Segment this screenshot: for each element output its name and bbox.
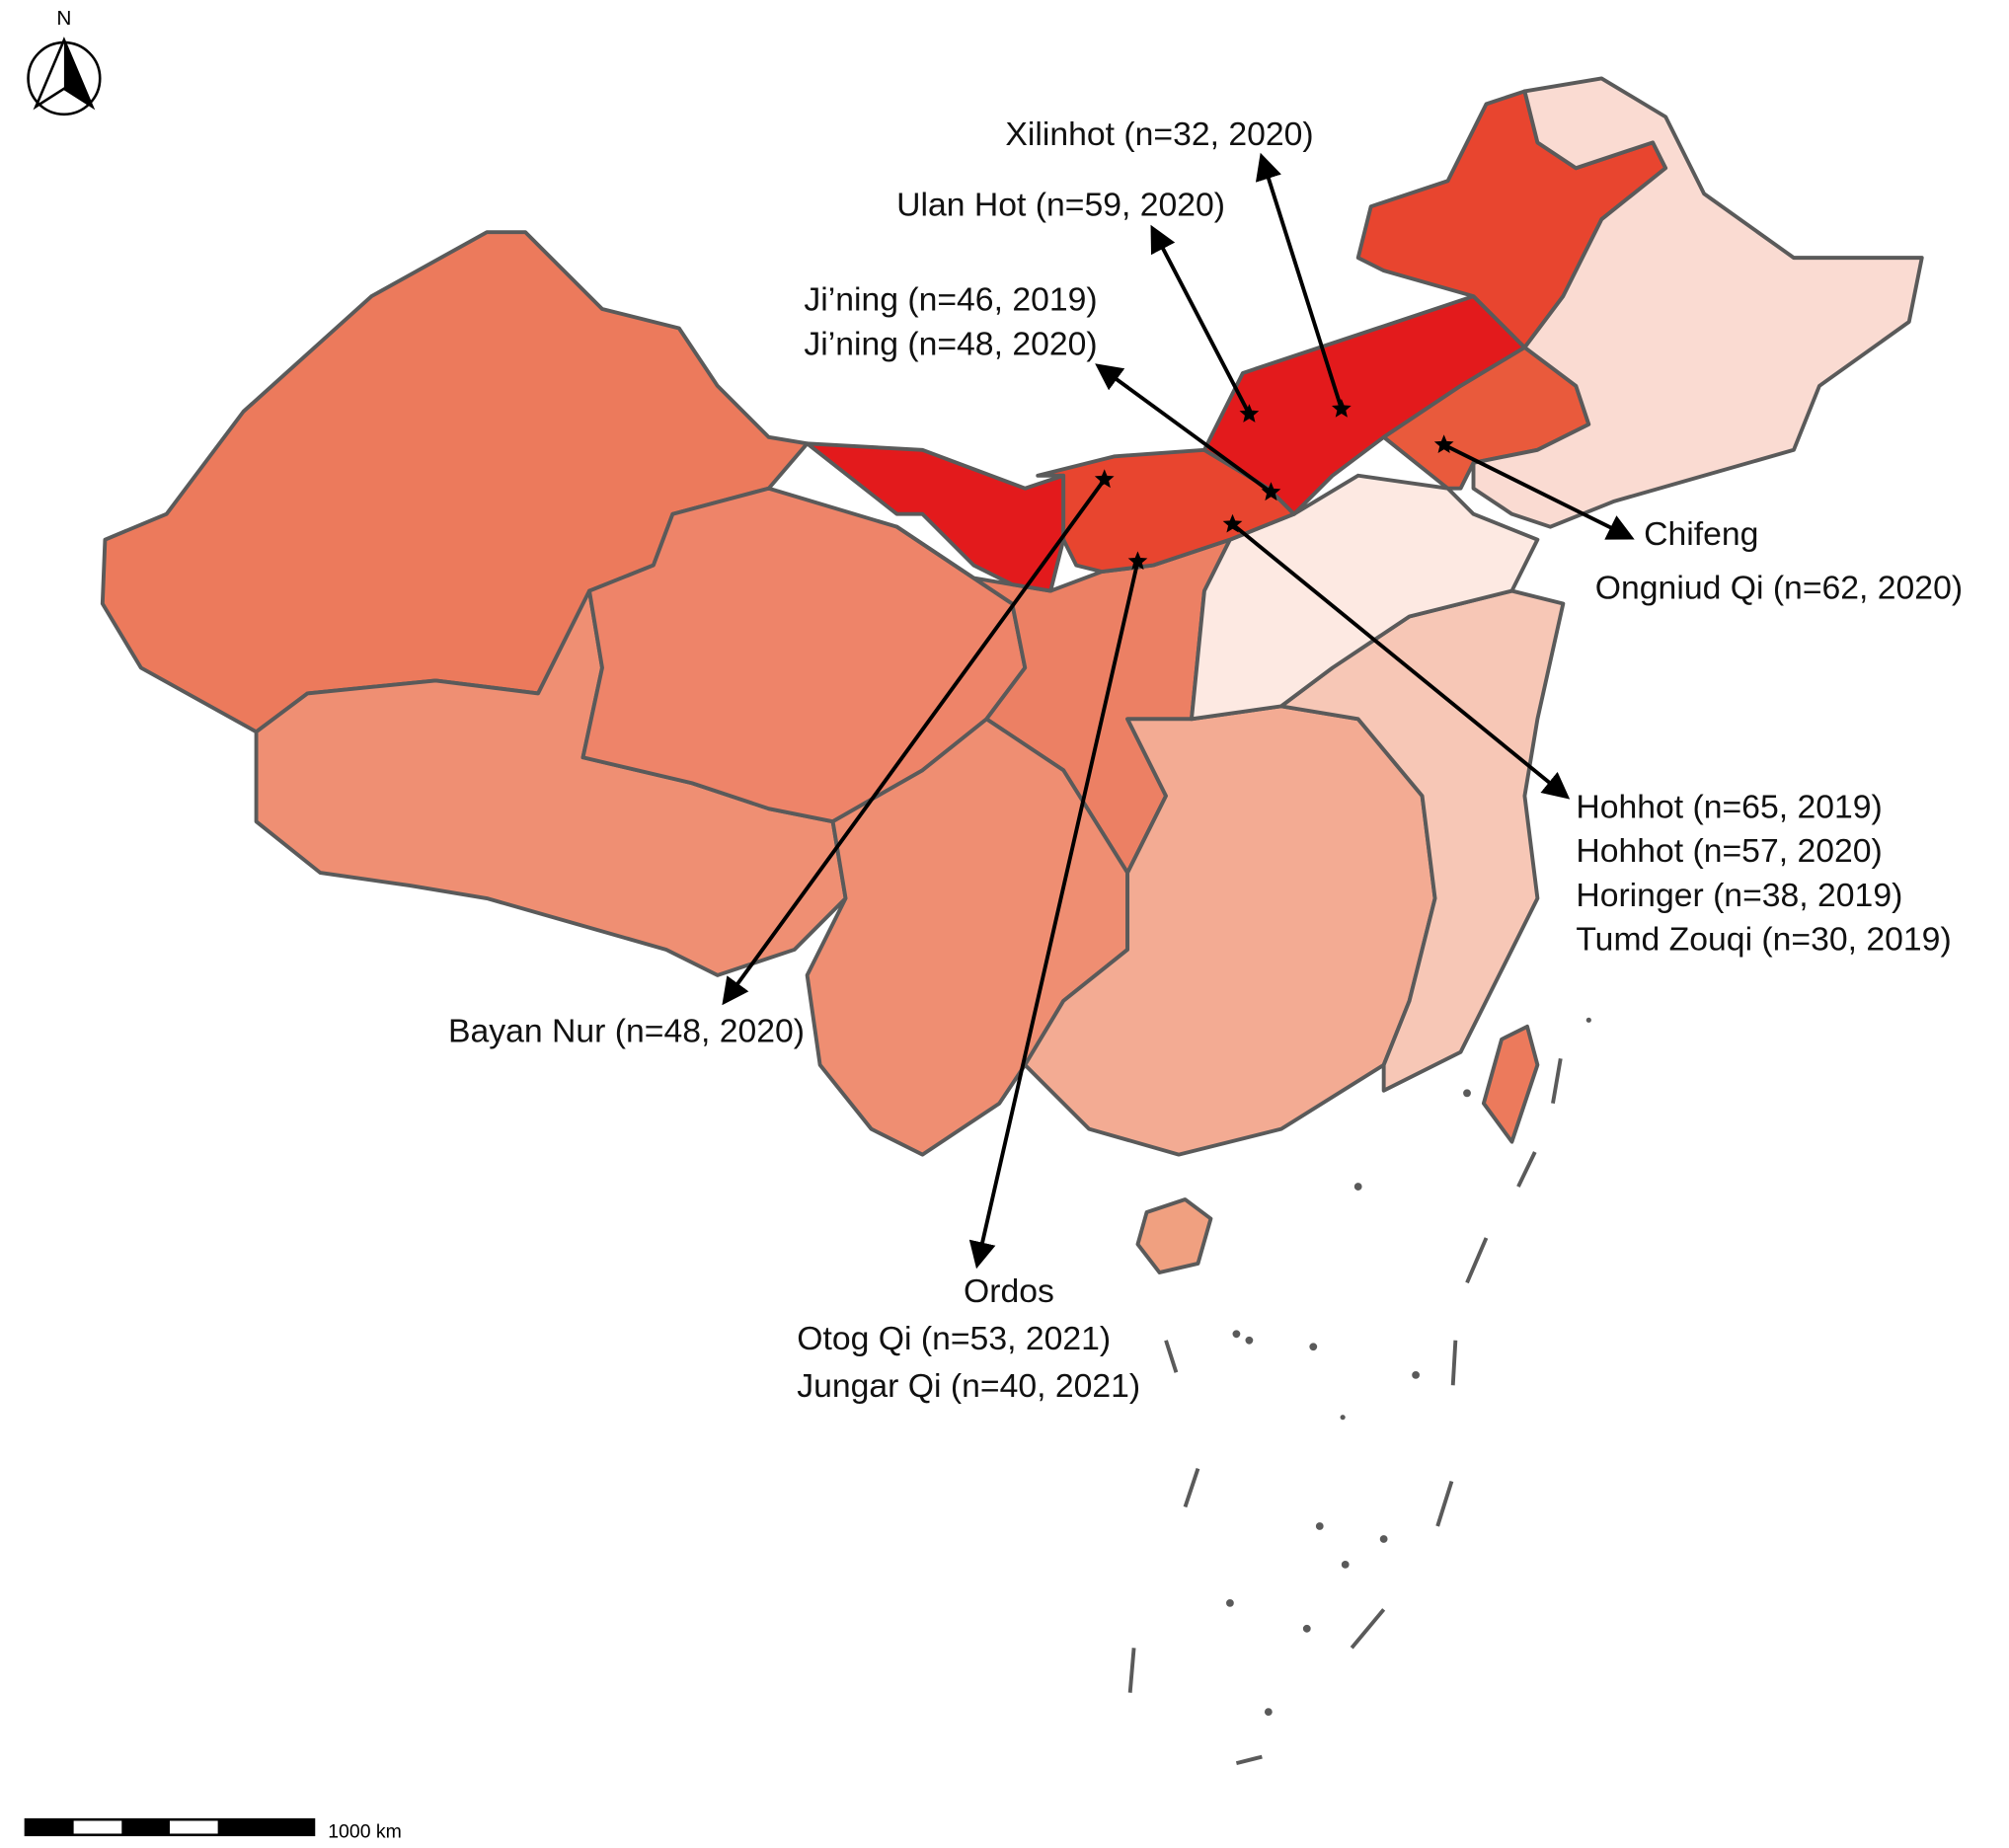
site-label: Bayan Nur (n=48, 2020): [448, 1012, 805, 1049]
site-arrow: [1150, 224, 1252, 416]
site-label: Xilinhot (n=32, 2020): [1005, 116, 1313, 153]
site-star: [1433, 434, 1454, 454]
site-arrow: [1255, 152, 1344, 410]
scale-segment: [121, 1819, 170, 1835]
site-label: Otog Qi (n=53, 2021): [797, 1320, 1111, 1357]
island: [1585, 1017, 1591, 1023]
site: Ulan Hot (n=59, 2020): [896, 186, 1260, 423]
site: Hohhot (n=65, 2019) Hohhot (n=57, 2020) Ho…: [1222, 513, 1952, 959]
site-label: Hohhot (n=57, 2020): [1576, 832, 1882, 870]
site-star: [1239, 404, 1260, 423]
site-arrow: [722, 478, 1107, 1006]
site: Xilinhot (n=32, 2020): [1005, 116, 1352, 418]
scale-segment: [25, 1819, 74, 1835]
site-label: Chifeng: [1644, 515, 1758, 553]
island: [1315, 1522, 1324, 1530]
region: [1471, 76, 1924, 529]
island: [1309, 1343, 1318, 1351]
site-label: Ji’ning (n=46, 2019): [804, 280, 1097, 318]
site: Bayan Nur (n=48, 2020): [448, 469, 1115, 1049]
compass-ring: [27, 40, 102, 116]
site-arrow: [1442, 442, 1635, 540]
site-label: Jungar Qi (n=40, 2021): [797, 1367, 1140, 1405]
scale-bar: 1000 km: [24, 1817, 402, 1842]
island: [1412, 1370, 1420, 1379]
site-star: [1127, 551, 1148, 571]
island: [1245, 1336, 1254, 1345]
island: [1463, 1089, 1471, 1098]
site-label: Ordos: [964, 1272, 1054, 1310]
scale-label: 1000 km: [328, 1820, 402, 1842]
site-star: [1261, 482, 1281, 501]
boundary-dash: [1127, 1057, 1563, 1765]
island: [1340, 1415, 1346, 1421]
sea-boundaries: [1127, 1057, 1563, 1765]
island: [1226, 1598, 1234, 1607]
site-label: Ongniud Qi (n=62, 2020): [1595, 569, 1963, 606]
island: [1341, 1561, 1350, 1569]
site-arrow: [968, 561, 1140, 1270]
site-star: [1094, 469, 1115, 489]
site-label: Horinger (n=38, 2019): [1576, 877, 1902, 914]
site-label: Hohhot (n=65, 2019): [1576, 788, 1882, 825]
island: [1232, 1330, 1241, 1339]
site: Ji’ning (n=46, 2019) Ji’ning (n=48, 2020): [804, 280, 1281, 501]
site-arrow: [1231, 522, 1571, 800]
north-arrow: N: [27, 7, 102, 116]
site-star: [1331, 398, 1352, 418]
site: Chifeng Ongniud Qi (n=62, 2020): [1433, 434, 1963, 606]
region: [1135, 1197, 1213, 1274]
island: [1264, 1708, 1273, 1717]
provinces: [100, 76, 1924, 1274]
region: [805, 441, 1066, 593]
scale-segment: [217, 1819, 314, 1835]
site-label: Ji’ning (n=48, 2020): [804, 326, 1097, 363]
island: [1379, 1535, 1388, 1543]
site-label: Tumd Zouqi (n=30, 2019): [1576, 921, 1951, 959]
compass-half: [63, 39, 93, 107]
region: [1481, 1024, 1540, 1144]
island: [1353, 1183, 1362, 1191]
sites: Xilinhot (n=32, 2020) Ulan Hot (n=59, 202…: [448, 116, 1963, 1405]
site-label: Ulan Hot (n=59, 2020): [896, 186, 1225, 223]
site: Ordos Otog Qi (n=53, 2021) Jungar Qi (n=40…: [797, 551, 1148, 1405]
north-label: N: [56, 7, 71, 30]
site-star: [1222, 513, 1243, 533]
islands: [1226, 1017, 1591, 1717]
island: [1302, 1624, 1311, 1633]
site-arrow: [1095, 363, 1273, 495]
